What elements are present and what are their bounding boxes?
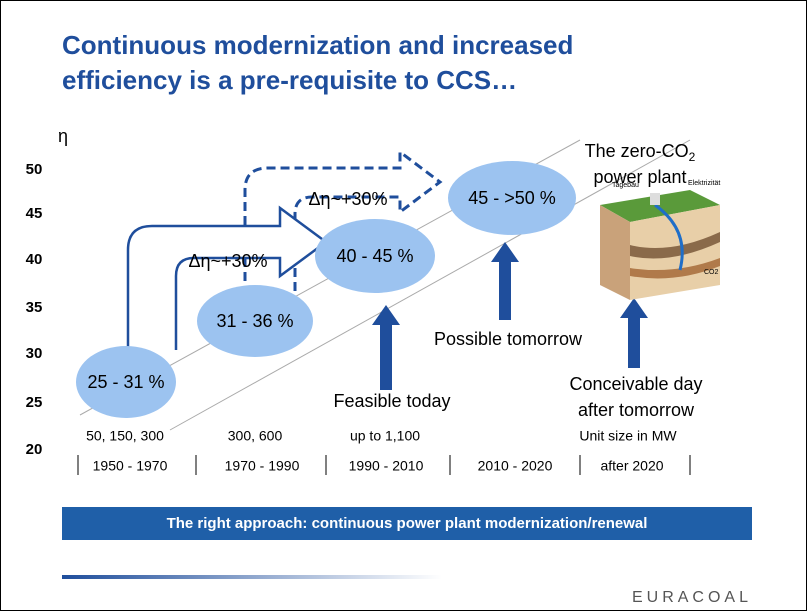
tick: 20 bbox=[26, 441, 43, 458]
zero-co2-title: power plant bbox=[593, 167, 686, 187]
footer-line bbox=[62, 575, 442, 579]
title-line: efficiency is a pre-requisite to CCS… bbox=[62, 65, 517, 95]
unit-size: up to 1,100 bbox=[350, 428, 420, 444]
gain: Δη~+30% bbox=[308, 189, 387, 209]
tick: 35 bbox=[26, 299, 43, 316]
outlook: after tomorrow bbox=[578, 400, 695, 420]
title-line: Continuous modernization and increased bbox=[62, 30, 573, 60]
tick: 45 bbox=[26, 205, 43, 222]
tick: 40 bbox=[26, 251, 43, 268]
axis-label: η bbox=[58, 126, 68, 146]
plant-label: CO2 bbox=[704, 269, 719, 276]
outlook: Possible tomorrow bbox=[434, 329, 583, 349]
unit-size: Unit size in MW bbox=[579, 428, 677, 444]
efficiency: 31 - 36 % bbox=[216, 311, 293, 331]
tick: 50 bbox=[26, 161, 43, 178]
banner-text: The right approach: continuous power pla… bbox=[167, 515, 648, 532]
unit-size: 50, 150, 300 bbox=[86, 428, 164, 444]
period: 2010 - 2020 bbox=[478, 458, 553, 474]
zero-co2-title: The zero-CO2 bbox=[585, 141, 696, 164]
tick: 30 bbox=[26, 345, 43, 362]
logo: EURACOAL bbox=[632, 589, 752, 606]
gain: Δη~+30% bbox=[188, 251, 267, 271]
outlook: Feasible today bbox=[333, 391, 450, 411]
plant-label: Tagebau bbox=[612, 182, 639, 189]
efficiency: 40 - 45 % bbox=[336, 246, 413, 266]
unit-size: 300, 600 bbox=[228, 428, 283, 444]
period: 1950 - 1970 bbox=[93, 458, 168, 474]
plant-label: Elektrizität bbox=[688, 180, 720, 187]
period: 1970 - 1990 bbox=[225, 458, 300, 474]
period: after 2020 bbox=[600, 458, 663, 474]
outlook: Conceivable day bbox=[569, 374, 702, 394]
efficiency: 25 - 31 % bbox=[87, 372, 164, 392]
period: 1990 - 2010 bbox=[349, 458, 424, 474]
efficiency: 45 - >50 % bbox=[468, 188, 556, 208]
slide: Continuous modernization and increased e… bbox=[0, 0, 807, 611]
tick: 25 bbox=[26, 394, 43, 411]
